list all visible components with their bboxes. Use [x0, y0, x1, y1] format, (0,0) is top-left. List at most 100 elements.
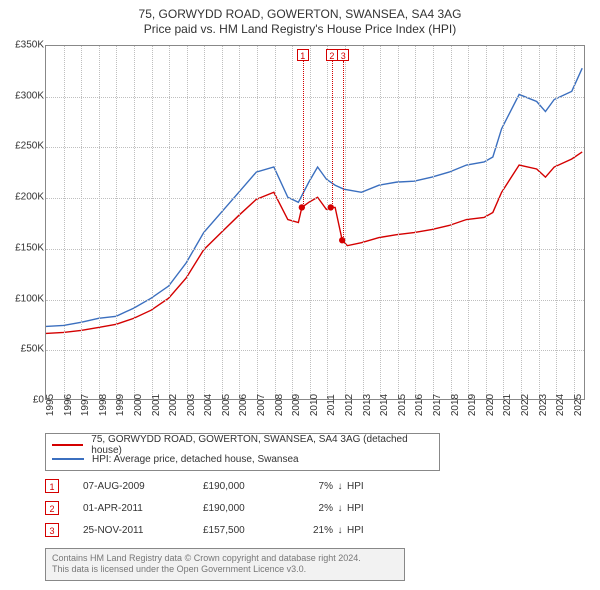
gridline-v	[451, 46, 452, 399]
x-tick-label: 2006	[238, 394, 249, 416]
x-tick-label: 2024	[555, 394, 566, 416]
x-tick-label: 2010	[309, 394, 320, 416]
gridline-v	[64, 46, 65, 399]
gridline-v	[275, 46, 276, 399]
chart-title-line2: Price paid vs. HM Land Registry's House …	[0, 22, 600, 36]
sale-index-box: 2	[45, 501, 59, 515]
gridline-v	[239, 46, 240, 399]
sale-row: 2 01-APR-2011 £190,000 2% ↓ HPI	[45, 497, 377, 519]
sale-marker-box: 2	[326, 49, 338, 61]
sale-marker-box: 3	[337, 49, 349, 61]
x-tick-label: 2001	[151, 394, 162, 416]
gridline-v	[99, 46, 100, 399]
series-price_paid	[46, 152, 582, 334]
sale-row: 3 25-NOV-2011 £157,500 21% ↓ HPI	[45, 519, 377, 541]
sale-date: 07-AUG-2009	[83, 481, 203, 492]
x-tick-label: 2022	[520, 394, 531, 416]
gridline-v	[222, 46, 223, 399]
gridline-v	[310, 46, 311, 399]
gridline-v	[134, 46, 135, 399]
copyright-line1: Contains HM Land Registry data © Crown c…	[52, 553, 361, 563]
sale-marker-line	[332, 61, 333, 208]
y-tick-label: £350K	[4, 40, 44, 51]
arrow-down-icon: ↓	[333, 503, 347, 514]
sale-pct: 7%	[298, 481, 333, 492]
gridline-v	[468, 46, 469, 399]
gridline-v	[486, 46, 487, 399]
y-tick-label: £300K	[4, 90, 44, 101]
sale-pct: 2%	[298, 503, 333, 514]
gridline-v	[539, 46, 540, 399]
sale-marker-box: 1	[297, 49, 309, 61]
sale-index-box: 1	[45, 479, 59, 493]
x-tick-label: 1996	[63, 394, 74, 416]
x-tick-label: 2002	[168, 394, 179, 416]
x-tick-label: 2016	[414, 394, 425, 416]
gridline-v	[380, 46, 381, 399]
x-tick-label: 2008	[274, 394, 285, 416]
y-tick-label: £100K	[4, 293, 44, 304]
x-tick-label: 1997	[80, 394, 91, 416]
gridline-v	[363, 46, 364, 399]
gridline-v	[556, 46, 557, 399]
x-tick-label: 2015	[397, 394, 408, 416]
copyright-box: Contains HM Land Registry data © Crown c…	[45, 548, 405, 581]
legend-label-hpi: HPI: Average price, detached house, Swan…	[92, 454, 299, 465]
y-tick-label: £0	[4, 395, 44, 406]
y-tick-label: £150K	[4, 242, 44, 253]
x-tick-label: 2019	[467, 394, 478, 416]
x-tick-label: 2013	[362, 394, 373, 416]
sale-pct: 21%	[298, 525, 333, 536]
x-tick-label: 1998	[98, 394, 109, 416]
sale-date: 25-NOV-2011	[83, 525, 203, 536]
gridline-v	[521, 46, 522, 399]
x-tick-label: 1999	[115, 394, 126, 416]
sale-price: £190,000	[203, 481, 298, 492]
sale-hpi-label: HPI	[347, 525, 377, 536]
gridline-v	[116, 46, 117, 399]
gridline-v	[433, 46, 434, 399]
x-tick-label: 2012	[344, 394, 355, 416]
legend-swatch-price-paid	[52, 444, 83, 446]
x-tick-label: 2020	[485, 394, 496, 416]
arrow-down-icon: ↓	[333, 481, 347, 492]
sale-hpi-label: HPI	[347, 503, 377, 514]
legend-row-price-paid: 75, GORWYDD ROAD, GOWERTON, SWANSEA, SA4…	[52, 438, 433, 452]
gridline-v	[152, 46, 153, 399]
gridline-v	[187, 46, 188, 399]
x-tick-label: 2000	[133, 394, 144, 416]
gridline-v	[398, 46, 399, 399]
sale-price: £190,000	[203, 503, 298, 514]
x-tick-label: 2004	[203, 394, 214, 416]
gridline-v	[345, 46, 346, 399]
sale-marker-line	[343, 61, 344, 241]
legend-box: 75, GORWYDD ROAD, GOWERTON, SWANSEA, SA4…	[45, 433, 440, 471]
chart-plot-area: 1 23	[45, 45, 585, 400]
x-tick-label: 2021	[502, 394, 513, 416]
arrow-down-icon: ↓	[333, 525, 347, 536]
gridline-v	[503, 46, 504, 399]
y-tick-label: £200K	[4, 192, 44, 203]
x-tick-label: 2023	[538, 394, 549, 416]
sale-price: £157,500	[203, 525, 298, 536]
gridline-v	[204, 46, 205, 399]
sale-row: 1 07-AUG-2009 £190,000 7% ↓ HPI	[45, 475, 377, 497]
x-tick-label: 2005	[221, 394, 232, 416]
legend-swatch-hpi	[52, 458, 84, 460]
x-tick-label: 2009	[291, 394, 302, 416]
gridline-v	[81, 46, 82, 399]
x-tick-label: 2003	[186, 394, 197, 416]
x-tick-label: 1995	[45, 394, 56, 416]
x-tick-label: 2025	[573, 394, 584, 416]
chart-title-line1: 75, GORWYDD ROAD, GOWERTON, SWANSEA, SA4…	[0, 7, 600, 21]
x-tick-label: 2018	[450, 394, 461, 416]
gridline-v	[257, 46, 258, 399]
x-tick-label: 2011	[326, 394, 337, 416]
gridline-v	[292, 46, 293, 399]
x-tick-label: 2017	[432, 394, 443, 416]
gridline-v	[169, 46, 170, 399]
sale-hpi-label: HPI	[347, 481, 377, 492]
y-tick-label: £250K	[4, 141, 44, 152]
sales-table: 1 07-AUG-2009 £190,000 7% ↓ HPI 2 01-APR…	[45, 475, 377, 541]
sale-marker-line	[303, 61, 304, 208]
